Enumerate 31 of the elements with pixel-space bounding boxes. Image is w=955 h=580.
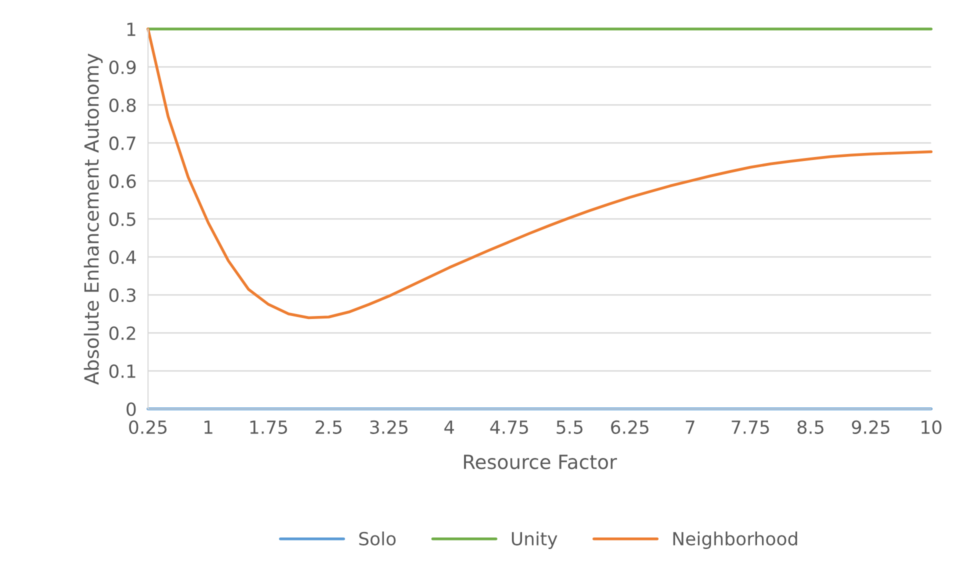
x-tick-label: 2.5 <box>316 420 342 434</box>
y-tick-label: 0.9 <box>109 60 136 74</box>
x-tick-label: 8.5 <box>798 420 824 434</box>
y-tick-label: 0.1 <box>109 364 136 378</box>
x-tick-label: 10 <box>922 420 942 434</box>
x-tick-label: 4.75 <box>490 420 528 434</box>
y-tick-label: 0.5 <box>109 212 136 226</box>
legend-label: Unity <box>512 532 558 549</box>
x-axis-title: Resource Factor <box>464 454 618 470</box>
legend-label: Neighborhood <box>673 532 798 549</box>
x-tick-label: 7 <box>686 420 694 434</box>
y-axis-title: Absolute Enhancement Autonomy <box>84 54 103 385</box>
x-tick-label: 4 <box>444 420 454 434</box>
y-tick-label: 0.2 <box>109 326 136 340</box>
x-tick-label: 0.25 <box>129 420 167 434</box>
y-tick-label: 0.8 <box>109 98 136 112</box>
x-tick-label: 7.75 <box>732 420 769 434</box>
x-tick-label: 1 <box>204 420 212 434</box>
x-tick-label: 9.25 <box>852 420 890 434</box>
y-tick-label: 0.7 <box>109 136 136 150</box>
x-tick-label: 1.75 <box>250 420 288 434</box>
y-tick-label: 1 <box>127 22 136 36</box>
y-tick-label: 0.6 <box>109 174 136 188</box>
y-tick-label: 0.4 <box>109 250 136 264</box>
legend-label: Solo <box>359 532 396 546</box>
line-series <box>146 28 933 320</box>
x-tick-label: 6.25 <box>611 420 648 434</box>
x-tick-label: 5.5 <box>556 420 582 434</box>
x-tick-label: 3.25 <box>370 420 408 434</box>
y-tick-label: 0 <box>126 402 136 416</box>
y-tick-label: 0.3 <box>109 288 136 302</box>
